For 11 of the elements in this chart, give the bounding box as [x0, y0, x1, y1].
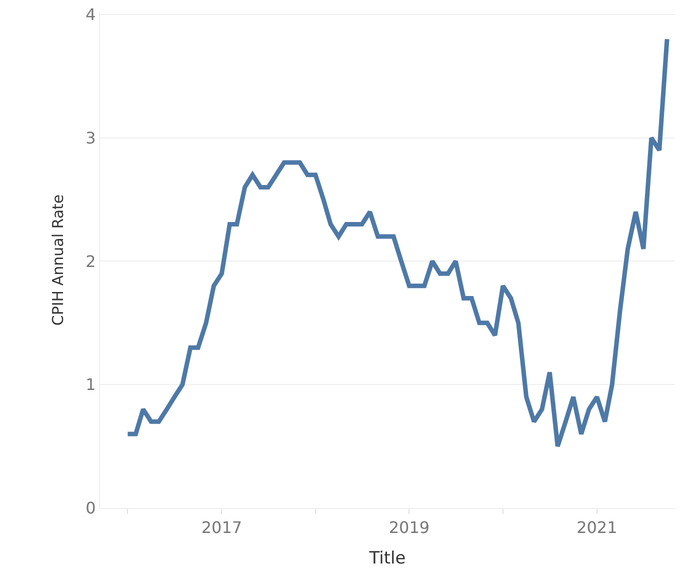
y-tick-label: 0 [86, 498, 96, 518]
y-tick-label: 2 [86, 252, 96, 271]
y-axis-title: CPIH Annual Rate [48, 194, 67, 326]
line-series [125, 36, 670, 449]
x-tick-label: 2017 [201, 518, 242, 538]
y-tick-label: 3 [86, 128, 96, 148]
y-tick-label: 1 [86, 375, 96, 394]
x-axis-title: Title [368, 548, 406, 569]
x-tick-label: 2021 [576, 518, 618, 538]
x-tick-label: 2019 [388, 518, 430, 538]
y-tick-label: 4 [86, 5, 96, 24]
